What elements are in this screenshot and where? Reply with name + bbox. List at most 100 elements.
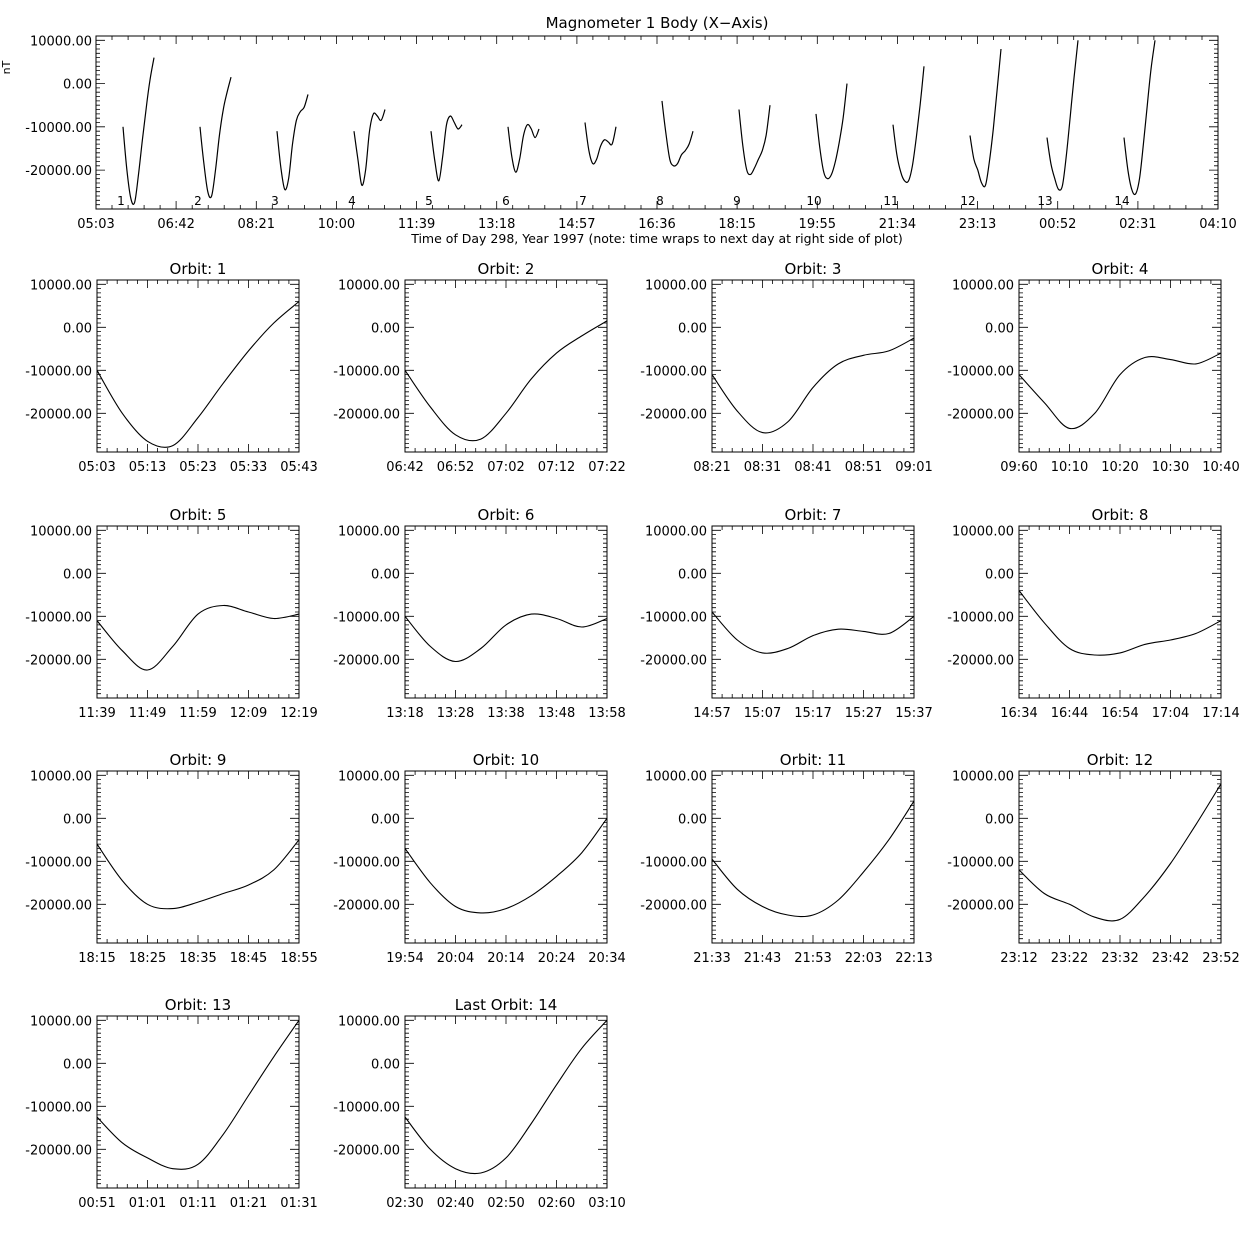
orbit-11-y-tick-label: -20000.00 (640, 898, 707, 913)
orbit-5-x-tick-label: 11:39 (78, 706, 115, 721)
orbit-14-title: Last Orbit: 14 (455, 996, 557, 1014)
orbit-8-panel: Orbit: 8 10000.00 0.00 -10000.00 -20000.00 16… (947, 506, 1239, 721)
overview-x-tick-label: 16:36 (638, 217, 675, 232)
orbit-14-line (404, 1019, 608, 1175)
orbit-8-line (1018, 590, 1222, 656)
orbit-12-x-tick-label: 23:32 (1101, 951, 1138, 966)
orbit-11-y-tick-label: 0.00 (678, 812, 707, 827)
orbit-4-y-tick-label: -10000.00 (947, 364, 1014, 379)
orbit-2-line (404, 320, 608, 442)
orbit-9-x-tick-label: 18:55 (280, 951, 317, 966)
overview-orbit-9-line (738, 105, 771, 176)
orbit-7-x-tick-label: 15:37 (895, 706, 932, 721)
orbit-14-y-tick-label: -10000.00 (333, 1100, 400, 1115)
orbit-10-title: Orbit: 10 (473, 751, 539, 769)
orbit-7-frame (711, 525, 915, 699)
orbit-3-panel: Orbit: 3 10000.00 0.00 -10000.00 -20000.00 08… (640, 260, 932, 475)
orbit-2-y-tick-label: 10000.00 (338, 278, 400, 293)
overview-x-tick-label: 05:03 (77, 217, 114, 232)
overview-orbit-number-label: 8 (656, 194, 664, 208)
overview-x-tick-label: 18:15 (718, 217, 755, 232)
orbit-13-x-tick-label: 00:51 (78, 1196, 115, 1211)
orbit-11-ticks (711, 770, 915, 944)
orbit-13-line (96, 1019, 300, 1170)
orbit-6-x-tick-label: 13:18 (386, 706, 423, 721)
overview-x-tick-label: 21:34 (879, 217, 916, 232)
orbit-7-x-tick-label: 15:27 (845, 706, 882, 721)
orbit-12-y-tick-label: 10000.00 (952, 769, 1014, 784)
overview-title: Magnometer 1 Body (X−Axis) (546, 14, 769, 32)
orbit-12-x-tick-label: 23:52 (1202, 951, 1239, 966)
orbit-9-title: Orbit: 9 (170, 751, 227, 769)
orbit-4-line (1018, 352, 1222, 430)
orbit-1-x-tick-label: 05:43 (280, 460, 317, 475)
orbit-11-frame (711, 770, 915, 944)
orbit-4-x-tick-label: 10:10 (1051, 460, 1088, 475)
orbit-7-y-tick-label: -20000.00 (640, 653, 707, 668)
overview-orbit-6-line (507, 123, 540, 173)
orbit-1-y-tick-label: 10000.00 (30, 278, 92, 293)
overview-orbit-14-line (1123, 40, 1156, 196)
overview-y-tick-label: 0.00 (63, 78, 92, 93)
orbit-13-ticks (96, 1015, 300, 1189)
orbit-7-y-tick-label: 10000.00 (645, 524, 707, 539)
orbit-12-x-tick-label: 23:12 (1000, 951, 1037, 966)
overview-x-tick-label: 23:13 (959, 217, 996, 232)
orbit-11-x-tick-label: 22:03 (845, 951, 882, 966)
orbit-8-x-tick-label: 16:34 (1000, 706, 1037, 721)
orbit-3-x-tick-label: 08:21 (693, 460, 730, 475)
orbit-10-y-tick-label: 10000.00 (338, 769, 400, 784)
orbit-2-y-tick-label: 0.00 (371, 321, 400, 336)
orbit-10-x-tick-label: 20:24 (538, 951, 575, 966)
orbit-2-panel: Orbit: 2 10000.00 0.00 -10000.00 -20000.00 06… (333, 260, 625, 475)
overview-x-axis-label: Time of Day 298, Year 1997 (note: time w… (410, 231, 903, 246)
orbit-4-panel: Orbit: 4 10000.00 0.00 -10000.00 -20000.00 09… (947, 260, 1239, 475)
orbit-12-frame (1018, 770, 1222, 944)
orbit-14-x-tick-label: 03:10 (588, 1196, 625, 1211)
orbit-2-x-tick-label: 07:22 (588, 460, 625, 475)
orbit-4-ticks (1018, 279, 1222, 453)
orbit-10-frame (404, 770, 608, 944)
orbit-1-y-tick-label: 0.00 (63, 321, 92, 336)
orbit-11-x-tick-label: 22:13 (895, 951, 932, 966)
orbit-11-panel: Orbit: 11 10000.00 0.00 -10000.00 -20000.00 2… (640, 751, 932, 966)
orbit-9-x-tick-label: 18:15 (78, 951, 115, 966)
orbit-3-y-tick-label: -20000.00 (640, 407, 707, 422)
overview-orbit-2-line (199, 76, 232, 199)
orbit-8-x-tick-label: 16:44 (1051, 706, 1088, 721)
overview-orbit-number-label: 10 (806, 194, 821, 208)
orbit-10-x-tick-label: 20:14 (487, 951, 524, 966)
orbit-13-y-tick-label: 10000.00 (30, 1014, 92, 1029)
orbit-8-y-tick-label: -10000.00 (947, 610, 1014, 625)
orbit-9-ticks (96, 770, 300, 944)
overview-orbit-11-line (892, 66, 925, 183)
orbit-5-x-tick-label: 11:49 (129, 706, 166, 721)
overview-orbit-10-line (815, 83, 848, 180)
orbit-11-x-tick-label: 21:43 (744, 951, 781, 966)
overview-x-tick-label: 10:00 (318, 217, 355, 232)
orbit-10-y-tick-label: -10000.00 (333, 855, 400, 870)
orbit-4-y-tick-label: 10000.00 (952, 278, 1014, 293)
overview-x-tick-label: 04:10 (1199, 217, 1236, 232)
orbit-6-line (404, 613, 608, 663)
orbit-13-x-tick-label: 01:31 (280, 1196, 317, 1211)
orbit-3-title: Orbit: 3 (785, 260, 842, 278)
overview-orbit-8-line (661, 100, 694, 167)
orbit-13-x-tick-label: 01:21 (230, 1196, 267, 1211)
orbit-6-panel: Orbit: 6 10000.00 0.00 -10000.00 -20000.00 13… (333, 506, 625, 721)
orbit-2-frame (404, 279, 608, 453)
overview-x-tick-label: 02:31 (1119, 217, 1156, 232)
orbit-9-panel: Orbit: 9 10000.00 0.00 -10000.00 -20000.00 18… (25, 751, 317, 966)
orbit-5-panel: Orbit: 5 10000.00 0.00 -10000.00 -20000.00 11… (25, 506, 317, 721)
orbit-9-x-tick-label: 18:35 (179, 951, 216, 966)
orbit-5-x-tick-label: 11:59 (179, 706, 216, 721)
orbit-12-title: Orbit: 12 (1087, 751, 1153, 769)
orbit-7-y-tick-label: -10000.00 (640, 610, 707, 625)
overview-orbit-number-label: 3 (271, 194, 279, 208)
orbit-5-y-tick-label: -20000.00 (25, 653, 92, 668)
orbit-9-y-tick-label: 10000.00 (30, 769, 92, 784)
orbit-10-x-tick-label: 20:04 (437, 951, 474, 966)
orbit-10-ticks (404, 770, 608, 944)
orbit-9-x-tick-label: 18:45 (230, 951, 267, 966)
